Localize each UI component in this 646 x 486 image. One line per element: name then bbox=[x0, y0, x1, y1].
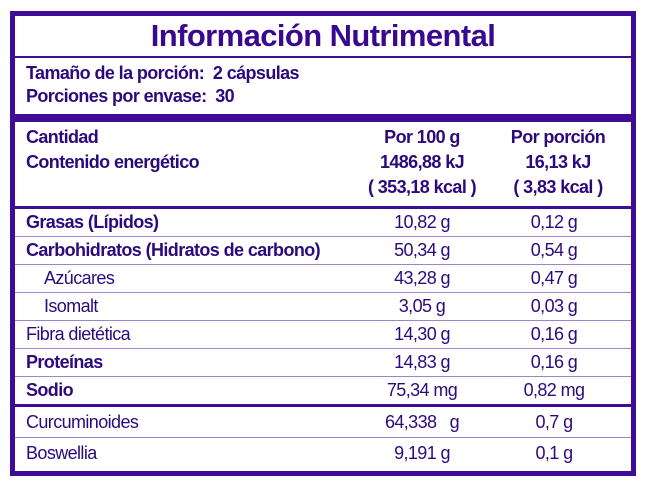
energy-label: Contenido energético bbox=[26, 152, 200, 172]
nutrient-row: Sodio 75,34 mg 0,82 mg bbox=[15, 377, 631, 407]
serving-size: Tamaño de la porción: 2 cápsulas bbox=[26, 63, 300, 83]
serving-info: Tamaño de la porción: 2 cápsulas Porcion… bbox=[15, 58, 631, 122]
nutrient-row: Fibra dietética 14,30 g 0,16 g bbox=[15, 321, 631, 349]
per-serving-kcal: ( 3,83 kcal ) bbox=[513, 177, 603, 197]
nutrient-row: Proteínas 14,83 g 0,16 g bbox=[15, 349, 631, 377]
energy-section: Cantidad Contenido energético Por 100 g … bbox=[15, 122, 631, 209]
per100-heading: Por 100 g bbox=[384, 127, 460, 147]
per-serving-heading: Por porción bbox=[510, 127, 606, 147]
nutrient-row: Grasas (Lípidos) 10,82 g 0,12 g bbox=[15, 209, 631, 237]
nutrient-row: Azúcares 43,28 g 0,47 g bbox=[15, 265, 631, 293]
per100-kj: 1486,88 kJ bbox=[379, 152, 465, 172]
nutrient-row: Isomalt 3,05 g 0,03 g bbox=[15, 293, 631, 321]
servings-per-container: Porciones por envase: 30 bbox=[26, 86, 235, 106]
per-serving-kj: 16,13 kJ bbox=[525, 152, 591, 172]
active-row: Boswellia 9,191 g 0,1 g bbox=[26, 443, 573, 463]
per100-kcal: ( 353,18 kcal ) bbox=[367, 177, 477, 197]
nutrition-label: Información Nutrimental Tamaño de la por… bbox=[10, 11, 636, 476]
nutrient-row: Carbohidratos (Hidratos de carbono) 50,34… bbox=[15, 237, 631, 265]
label-title: Información Nutrimental bbox=[15, 16, 631, 58]
quantity-heading: Cantidad bbox=[26, 127, 99, 147]
active-row: Curcuminoides 64,338 g 0,7 g bbox=[15, 407, 631, 438]
